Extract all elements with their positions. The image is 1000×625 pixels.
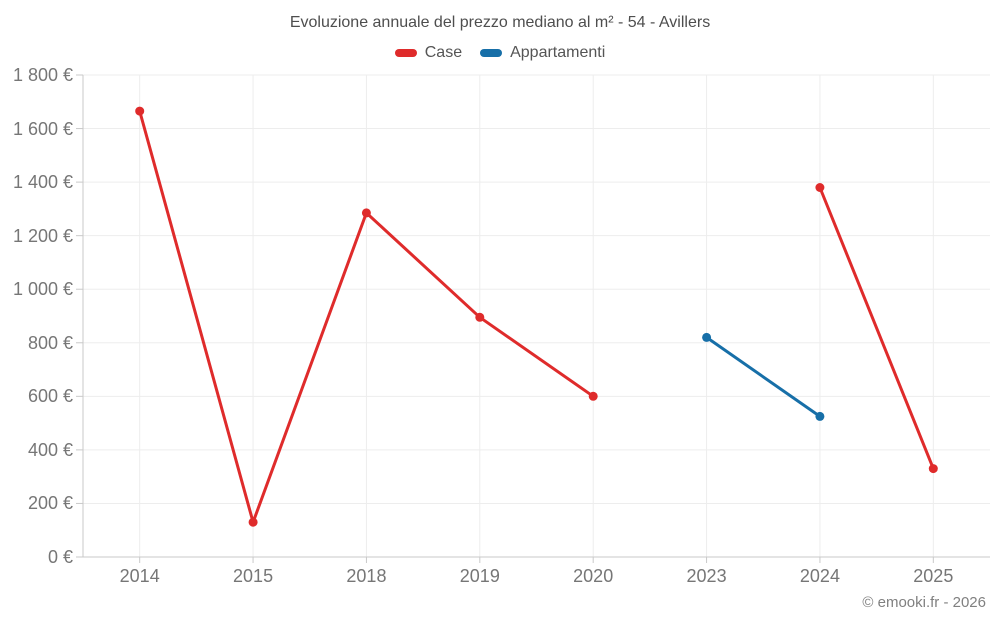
- legend-swatch-case-icon: [394, 49, 417, 57]
- data-point-case-2024[interactable]: [815, 183, 825, 192]
- data-point-appartamenti-2023[interactable]: [702, 332, 712, 342]
- data-point-case-2019[interactable]: [475, 312, 485, 322]
- series-line-appartamenti: [705, 335, 822, 418]
- chart-legend: Case Appartamenti: [0, 44, 1000, 62]
- data-point-case-2014[interactable]: [135, 106, 145, 116]
- legend-label-appartamenti: Appartamenti: [510, 44, 606, 61]
- data-point-case-2020[interactable]: [588, 391, 598, 401]
- legend-item-appartamenti[interactable]: Appartamenti: [480, 44, 605, 62]
- data-point-case-2018[interactable]: [361, 208, 371, 218]
- series-line-case: [138, 109, 935, 524]
- legend-swatch-appartamenti-icon: [480, 49, 503, 57]
- chart-title: Evoluzione annuale del prezzo mediano al…: [289, 14, 711, 31]
- copyright-footer: © emooki.fr - 2026: [862, 594, 986, 611]
- data-point-appartamenti-2024[interactable]: [815, 411, 825, 421]
- legend-label-case: Case: [424, 44, 463, 61]
- data-point-case-2025[interactable]: [928, 464, 938, 474]
- data-point-case-2015[interactable]: [248, 517, 258, 527]
- legend-item-case[interactable]: Case: [394, 44, 463, 62]
